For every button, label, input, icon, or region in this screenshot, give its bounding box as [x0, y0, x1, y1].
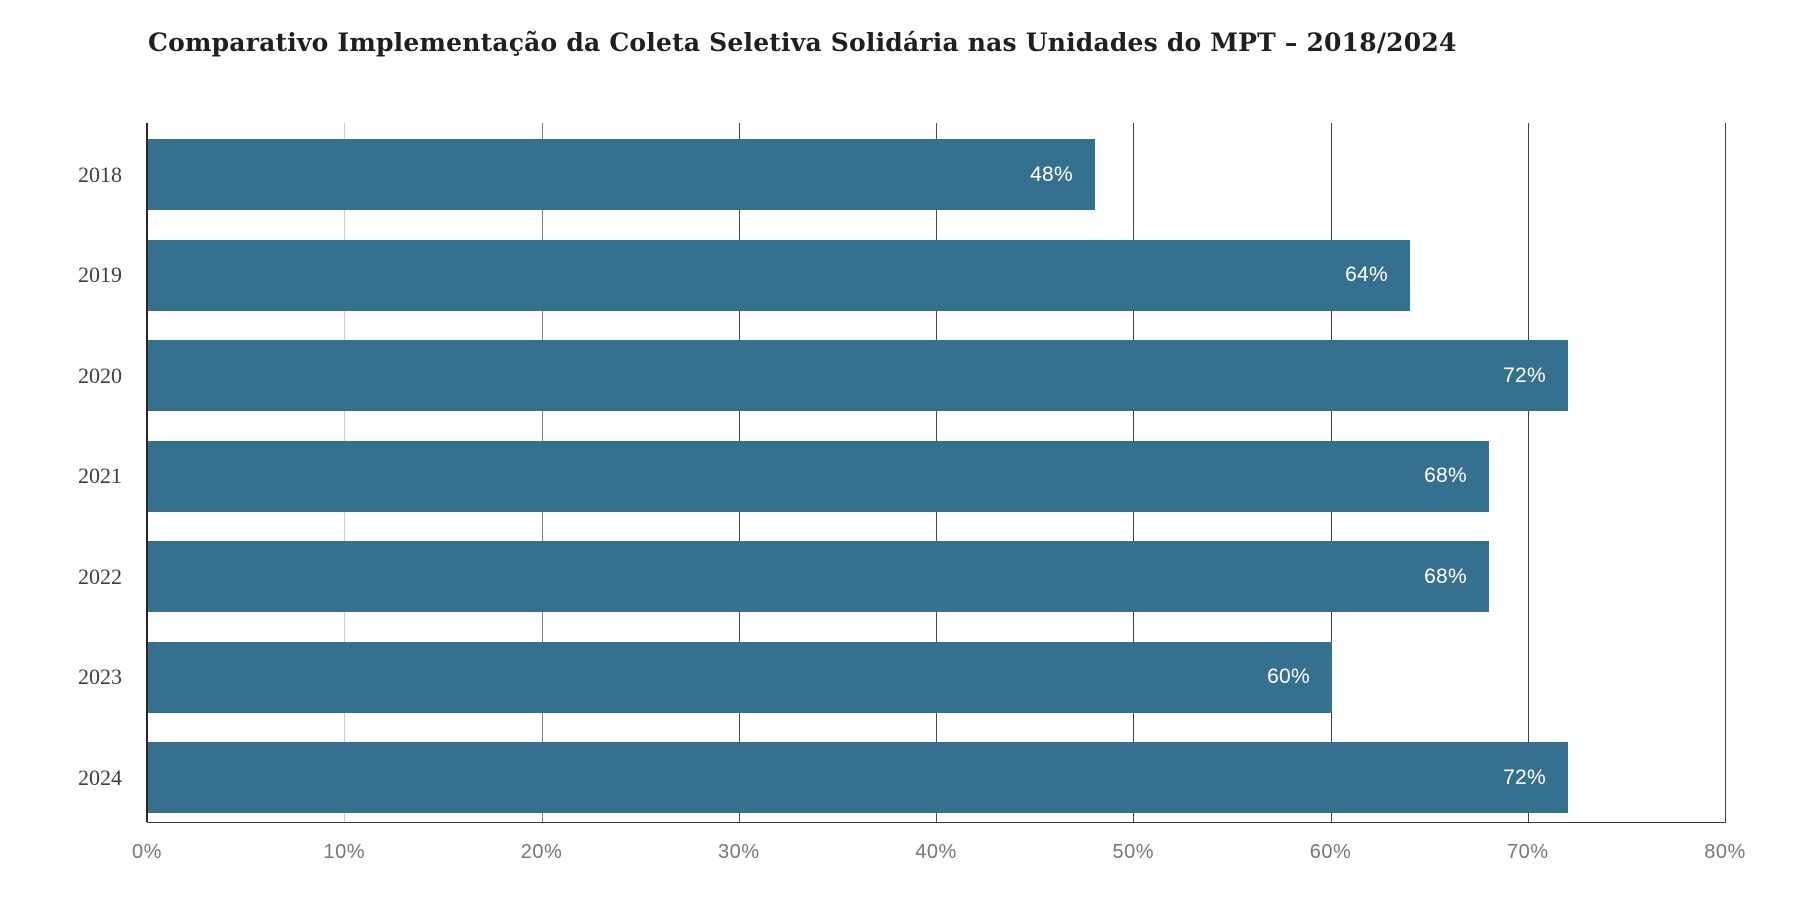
- bar-value-label: 64%: [1345, 263, 1388, 286]
- x-tick-label: 70%: [1506, 841, 1549, 863]
- y-category-label: 2019: [78, 262, 122, 287]
- y-category-label: 2022: [78, 563, 122, 589]
- bar-2023[interactable]: 60%: [148, 641, 1332, 713]
- chart-title: Comparativo Implementação da Coleta Sele…: [148, 28, 1457, 57]
- y-category-label: 2020: [78, 362, 122, 388]
- bar-2024[interactable]: 72%: [148, 742, 1568, 813]
- x-axis-line: [147, 822, 1726, 823]
- gridline-70%: [1527, 123, 1529, 822]
- bar-value-label: 72%: [1503, 765, 1546, 789]
- bar-value-label: 68%: [1424, 464, 1467, 487]
- bar-2019[interactable]: 64%: [148, 239, 1410, 311]
- bar-value-label: 72%: [1503, 363, 1546, 387]
- bar-value-label: 60%: [1267, 665, 1310, 688]
- y-category-label: 2024: [78, 764, 122, 790]
- y-axis-line: [146, 123, 148, 822]
- x-tick-label: 0%: [132, 841, 162, 863]
- bar-2022[interactable]: 68%: [148, 541, 1489, 612]
- bar-2018[interactable]: 48%: [148, 139, 1095, 210]
- bar-value-label: 68%: [1424, 564, 1467, 588]
- x-tick-label: 30%: [717, 841, 760, 863]
- bar-value-label: 48%: [1030, 162, 1073, 186]
- bar-2020[interactable]: 72%: [148, 340, 1568, 411]
- x-tick-label: 10%: [323, 841, 366, 863]
- x-tick-label: 40%: [915, 841, 957, 863]
- y-category-label: 2018: [78, 161, 122, 187]
- x-tick-label: 60%: [1309, 841, 1352, 863]
- y-category-label: 2023: [78, 664, 122, 689]
- x-tick-label: 80%: [1704, 841, 1746, 863]
- gridline-80%: [1725, 123, 1726, 822]
- y-category-label: 2021: [78, 463, 122, 488]
- x-tick-label: 50%: [1112, 841, 1155, 863]
- x-tick-label: 20%: [520, 841, 563, 863]
- bar-2021[interactable]: 68%: [148, 440, 1489, 512]
